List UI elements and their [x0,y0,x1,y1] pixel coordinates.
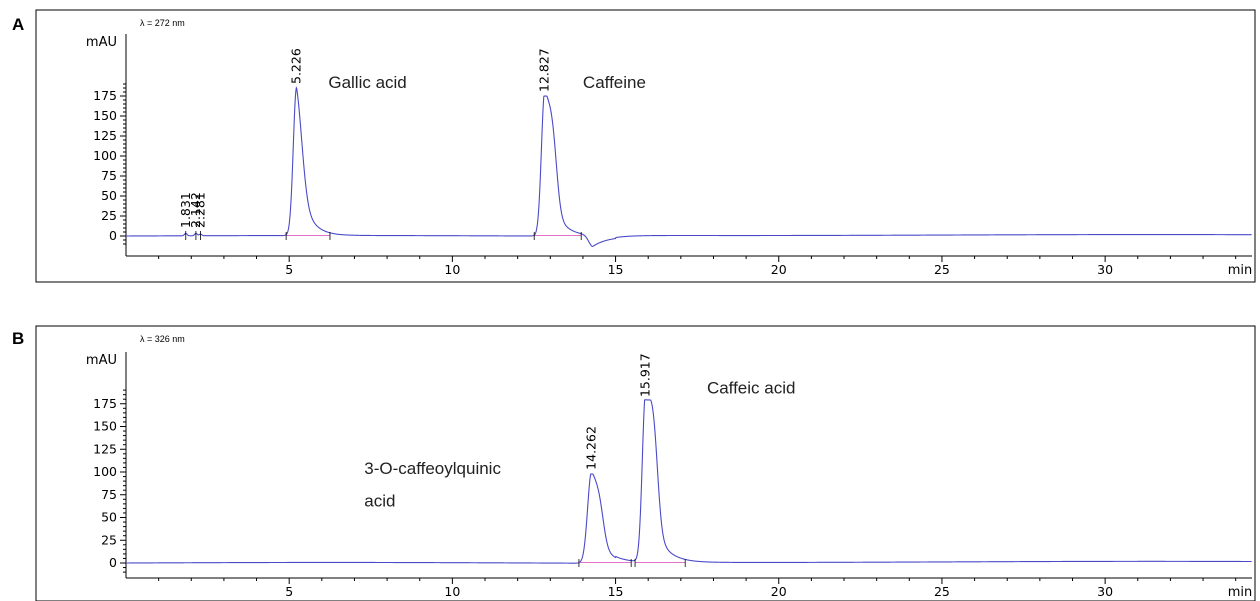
y-tick-label: 25 [101,208,117,223]
panel-letter: B [12,329,24,348]
x-tick-label: 5 [285,584,293,599]
x-tick-label: 5 [285,262,293,277]
y-tick-label: 0 [109,228,117,243]
y-tick-label: 100 [93,464,117,479]
compound-label: acid [364,492,395,511]
peak-label: 15.917 [637,353,652,397]
x-axis-label: min [1228,585,1253,600]
wavelength-label: λ = 326 nm [140,334,185,344]
peak-label: 2.142 [188,192,203,228]
compound-label: Caffeic acid [707,379,796,398]
x-tick-label: 10 [444,584,460,599]
panel-letter: A [12,15,24,34]
chromatogram-trace [126,399,1252,564]
x-axis-label: min [1228,263,1253,278]
plot-frame [35,325,1256,601]
y-tick-label: 50 [101,188,117,203]
y-tick-label: 25 [101,532,117,547]
x-tick-label: 20 [771,584,787,599]
y-tick-label: 175 [93,88,117,103]
y-tick-label: 0 [109,555,117,570]
y-tick-label: 50 [101,510,117,525]
y-tick-label: 150 [93,108,117,123]
x-tick-label: 10 [444,262,460,277]
y-tick-label: 75 [101,487,117,502]
peak-label: 5.226 [289,48,304,84]
y-tick-label: 175 [93,396,117,411]
peak-label: 1.831 [178,192,193,228]
y-tick-label: 125 [93,128,117,143]
x-tick-label: 15 [608,262,624,277]
peak-label: 14.262 [583,426,598,470]
wavelength-label: λ = 272 nm [140,18,185,28]
y-tick-label: 100 [93,148,117,163]
y-tick-label: 125 [93,441,117,456]
y-tick-label: 75 [101,168,117,183]
y-axis-label: mAU [86,353,117,368]
peak-label: 12.827 [537,48,552,92]
plot-frame [35,9,1256,283]
peak-label: 2.281 [192,192,207,228]
compound-label: Caffeine [583,73,646,92]
compound-label: Gallic acid [328,73,406,92]
chromatogram-trace [126,86,1252,248]
x-tick-label: 30 [1097,584,1113,599]
x-tick-label: 25 [934,584,950,599]
x-tick-label: 25 [934,262,950,277]
x-tick-label: 15 [608,584,624,599]
x-tick-label: 20 [771,262,787,277]
x-tick-label: 30 [1097,262,1113,277]
y-tick-label: 150 [93,419,117,434]
y-axis-label: mAU [86,35,117,50]
compound-label: 3-O-caffeoylquinic [364,459,501,478]
